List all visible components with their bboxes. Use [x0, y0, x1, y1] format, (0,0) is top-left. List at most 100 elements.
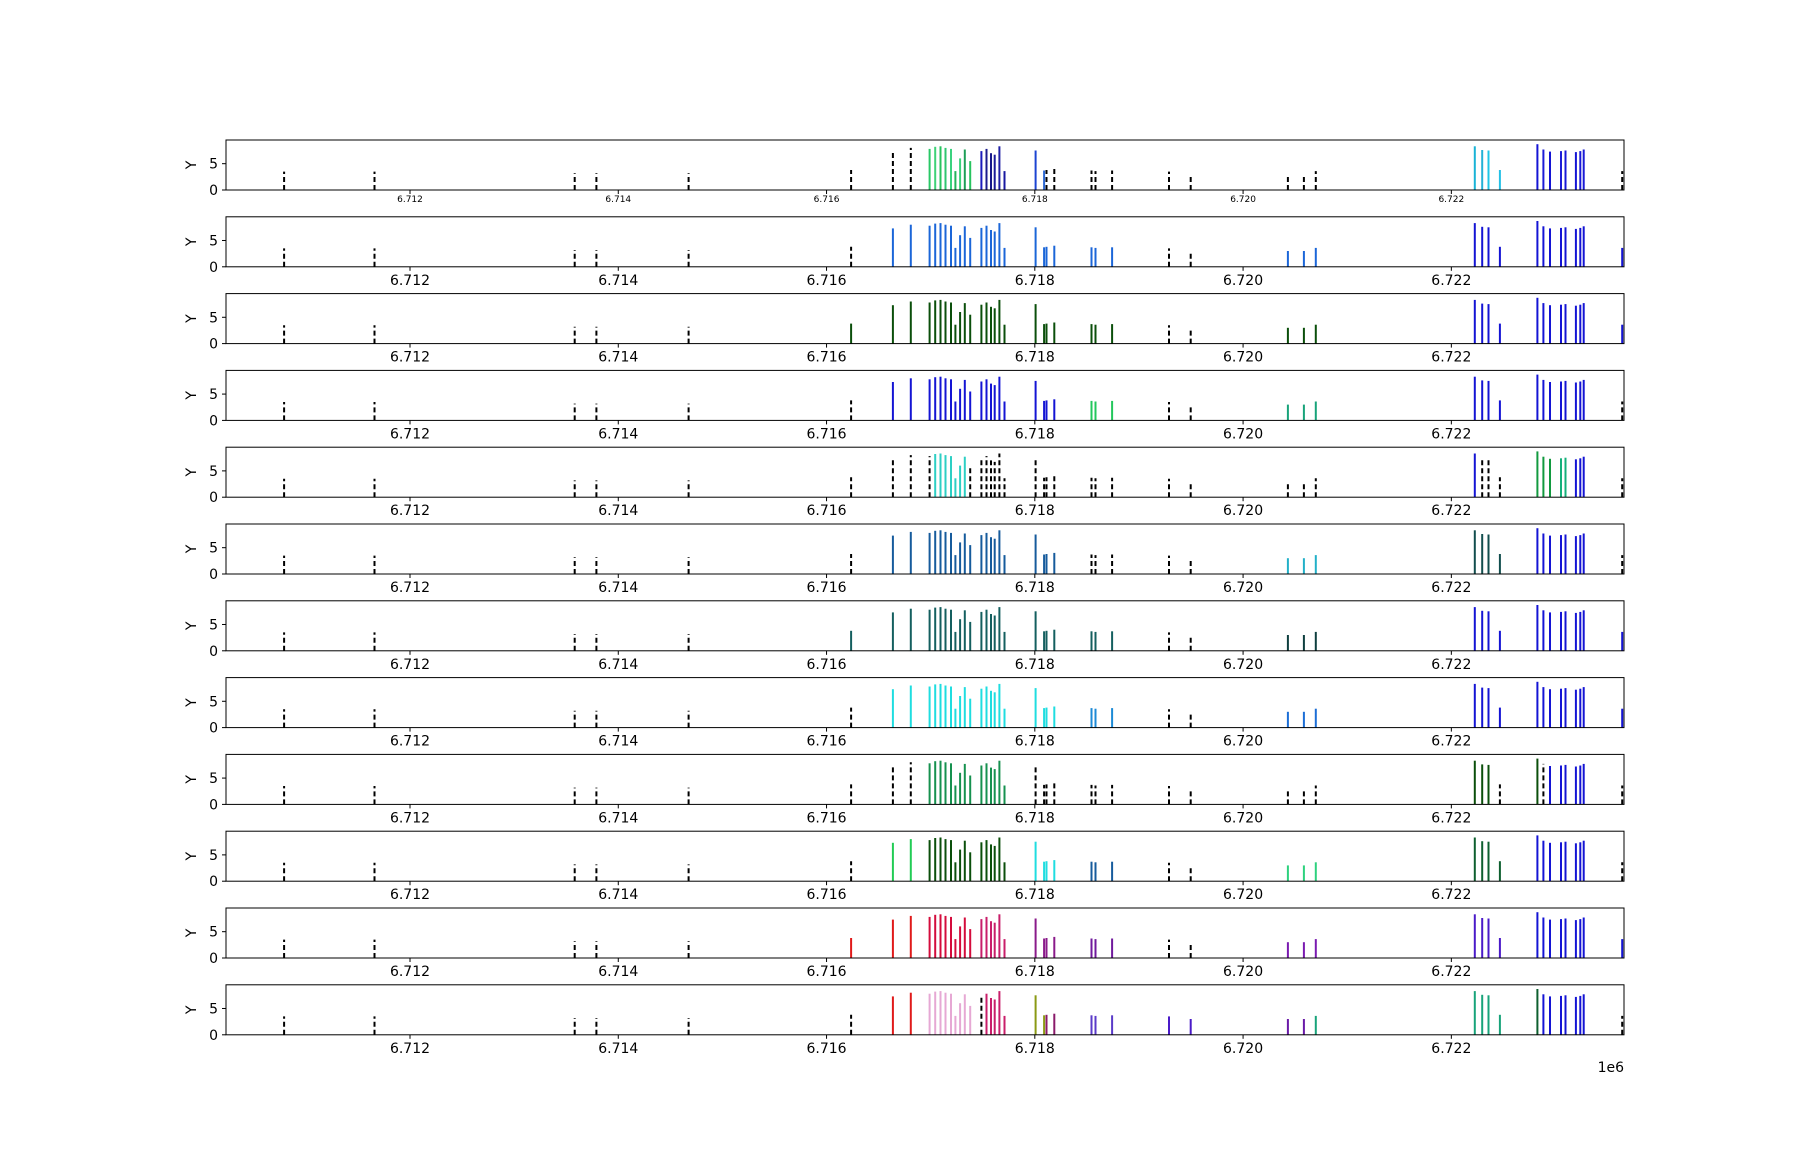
panel-frame — [225, 753, 1625, 805]
y-tick-label: 5 — [209, 310, 218, 326]
panel-frame — [225, 677, 1625, 729]
x-tick-label: 6.720 — [1230, 195, 1256, 205]
y-tick-label: 0 — [209, 951, 218, 967]
x-tick-label: 6.716 — [806, 426, 846, 442]
x-tick-label: 6.718 — [1015, 657, 1055, 673]
x-tick-label: 6.716 — [806, 1041, 846, 1057]
y-tick-label: 5 — [209, 771, 218, 787]
x-tick-label: 6.722 — [1431, 887, 1471, 903]
x-tick-label: 6.714 — [598, 273, 638, 289]
panel-frame — [225, 830, 1625, 882]
x-tick-label: 6.712 — [390, 426, 430, 442]
y-tick-label: 0 — [209, 644, 218, 660]
x-tick-label: 6.722 — [1438, 195, 1464, 205]
x-tick-label: 6.720 — [1223, 273, 1263, 289]
x-tick-label: 6.718 — [1015, 580, 1055, 596]
x-tick-label: 6.714 — [598, 1041, 638, 1057]
x-tick-label: 6.718 — [1015, 1041, 1055, 1057]
x-tick-label: 6.718 — [1015, 273, 1055, 289]
y-tick-label: 0 — [209, 183, 218, 199]
x-tick-label: 6.714 — [598, 426, 638, 442]
x-tick-label: 6.716 — [806, 350, 846, 366]
y-tick-label: 5 — [209, 1001, 218, 1017]
x-tick-label: 6.714 — [598, 734, 638, 750]
y-tick-label: 5 — [209, 387, 218, 403]
x-tick-label: 6.720 — [1223, 810, 1263, 826]
x-tick-label: 6.722 — [1431, 426, 1471, 442]
y-tick-label: 0 — [209, 721, 218, 737]
x-tick-label: 6.714 — [598, 887, 638, 903]
panel-5: 0 5Y 6.712 6.714 6.716 6.718 6.720 6.722 — [184, 446, 1625, 519]
x-tick-label: 6.716 — [806, 810, 846, 826]
x-tick-label: 6.722 — [1431, 734, 1471, 750]
x-tick-label: 6.720 — [1223, 350, 1263, 366]
x-tick-label: 6.718 — [1015, 350, 1055, 366]
panel-3: 0 5Y 6.712 6.714 6.716 6.718 6.720 6.722 — [184, 293, 1625, 366]
y-axis-label: Y — [184, 775, 200, 785]
x-tick-label: 6.714 — [598, 580, 638, 596]
panel-frame — [225, 216, 1625, 268]
x-tick-label: 6.714 — [598, 503, 638, 519]
x-tick-label: 6.712 — [390, 580, 430, 596]
panel-frame — [225, 293, 1625, 345]
y-axis-label: Y — [184, 314, 200, 324]
panel-7: 0 5Y 6.712 6.714 6.716 6.718 6.720 6.722 — [184, 600, 1625, 673]
panel-2: 0 5Y 6.712 6.714 6.716 6.718 6.720 6.722 — [184, 216, 1625, 289]
panel-frame — [225, 523, 1625, 575]
panel-4: 0 5Y 6.712 6.714 6.716 6.718 6.720 6.722 — [184, 369, 1625, 442]
x-tick-label: 6.718 — [1022, 195, 1048, 205]
x-offset-label: 1e6 — [1598, 1060, 1625, 1076]
y-axis-label: Y — [184, 391, 200, 401]
y-axis-label: Y — [184, 1005, 200, 1015]
panel-frame — [225, 139, 1625, 191]
x-tick-label: 6.716 — [806, 657, 846, 673]
x-tick-label: 6.722 — [1431, 964, 1471, 980]
x-tick-label: 6.718 — [1015, 964, 1055, 980]
y-tick-label: 5 — [209, 464, 218, 480]
x-tick-label: 6.716 — [806, 887, 846, 903]
x-tick-label: 6.714 — [598, 350, 638, 366]
y-tick-label: 0 — [209, 1028, 218, 1044]
y-tick-label: 0 — [209, 874, 218, 890]
y-axis-label: Y — [184, 160, 200, 170]
panel-11: 0 5Y 6.712 6.714 6.716 6.718 6.720 6.722 — [184, 907, 1625, 980]
y-tick-label: 0 — [209, 337, 218, 353]
x-tick-label: 6.720 — [1223, 887, 1263, 903]
y-tick-label: 0 — [209, 490, 218, 506]
x-tick-label: 6.722 — [1431, 273, 1471, 289]
x-tick-label: 6.712 — [390, 1041, 430, 1057]
panel-6: 0 5Y 6.712 6.714 6.716 6.718 6.720 6.722 — [184, 523, 1625, 596]
x-tick-label: 6.712 — [390, 350, 430, 366]
x-tick-label: 6.714 — [598, 964, 638, 980]
x-tick-label: 6.712 — [390, 503, 430, 519]
x-tick-label: 6.714 — [598, 810, 638, 826]
x-tick-label: 6.712 — [397, 195, 423, 205]
y-tick-label: 0 — [209, 260, 218, 276]
x-tick-label: 6.714 — [605, 195, 631, 205]
x-tick-label: 6.722 — [1431, 350, 1471, 366]
y-tick-label: 5 — [209, 541, 218, 557]
x-tick-label: 6.712 — [390, 964, 430, 980]
x-tick-label: 6.720 — [1223, 657, 1263, 673]
panel-9: 0 5Y 6.712 6.714 6.716 6.718 6.720 6.722 — [184, 753, 1625, 826]
y-tick-label: 0 — [209, 797, 218, 813]
x-tick-label: 6.720 — [1223, 426, 1263, 442]
x-tick-label: 6.720 — [1223, 503, 1263, 519]
y-axis-label: Y — [184, 851, 200, 861]
x-tick-label: 6.718 — [1015, 734, 1055, 750]
x-tick-label: 6.716 — [814, 195, 840, 205]
panel-frame — [225, 907, 1625, 959]
x-tick-label: 6.720 — [1223, 734, 1263, 750]
panel-10: 0 5Y 6.712 6.714 6.716 6.718 6.720 6.722 — [184, 830, 1625, 903]
x-tick-label: 6.722 — [1431, 580, 1471, 596]
x-tick-label: 6.718 — [1015, 426, 1055, 442]
y-axis-label: Y — [184, 544, 200, 554]
panel-frame — [225, 984, 1625, 1036]
x-tick-label: 6.720 — [1223, 1041, 1263, 1057]
y-axis-label: Y — [184, 698, 200, 708]
x-tick-label: 6.722 — [1431, 1041, 1471, 1057]
x-tick-label: 6.716 — [806, 503, 846, 519]
panel-frame — [225, 446, 1625, 498]
panel-12: 0 5Y 6.712 6.714 6.716 6.718 6.720 6.722 — [184, 984, 1625, 1057]
